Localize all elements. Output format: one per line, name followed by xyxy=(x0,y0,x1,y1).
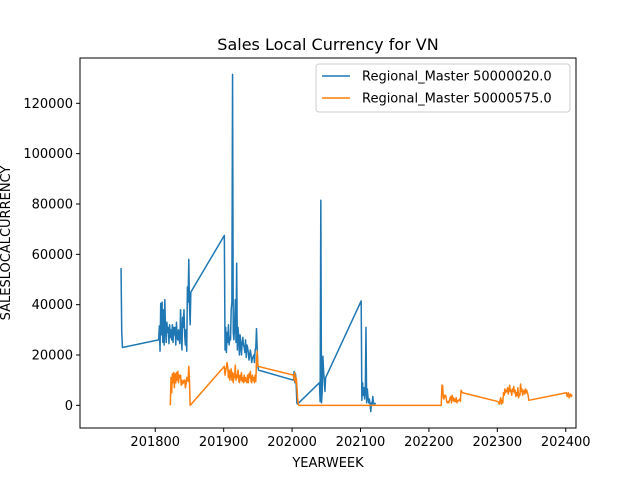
legend-box xyxy=(315,63,571,113)
y-tick-label: 120000 xyxy=(23,97,73,112)
y-tick-label: 80000 xyxy=(32,197,73,212)
plot-frame xyxy=(79,57,577,429)
y-tick-label: 40000 xyxy=(32,298,73,313)
series-line-1 xyxy=(120,73,377,413)
y-axis: 0 20000 40000 60000 80000 100000 120000 xyxy=(23,97,80,414)
legend-label-1: Regional_Master 50000020.0 xyxy=(362,70,552,85)
x-axis-title: YEARWEEK xyxy=(291,456,364,471)
y-tick-label: 100000 xyxy=(23,147,73,162)
y-tick-label: 60000 xyxy=(32,248,73,263)
x-tick-label: 202000 xyxy=(267,435,317,450)
chart-title: Sales Local Currency for VN xyxy=(217,35,438,54)
x-tick-label: 202400 xyxy=(541,435,591,450)
legend-label-2: Regional_Master 50000575.0 xyxy=(362,92,552,107)
series-line-2 xyxy=(169,350,573,407)
x-tick-label: 201900 xyxy=(199,435,249,450)
y-axis-title: SALESLOCALCURRENCY xyxy=(0,166,14,321)
plot-area xyxy=(120,73,573,413)
x-axis: 201800 201900 202000 202100 202200 202300 2024… xyxy=(130,428,591,450)
x-tick-label: 202200 xyxy=(404,435,454,450)
x-tick-label: 202100 xyxy=(336,435,386,450)
y-tick-label: 0 xyxy=(65,399,73,414)
y-tick-label: 20000 xyxy=(32,349,73,364)
x-tick-label: 202300 xyxy=(473,435,523,450)
x-tick-label: 201800 xyxy=(130,435,180,450)
legend: Regional_Master 50000020.0 Regional_Maste… xyxy=(315,63,571,113)
